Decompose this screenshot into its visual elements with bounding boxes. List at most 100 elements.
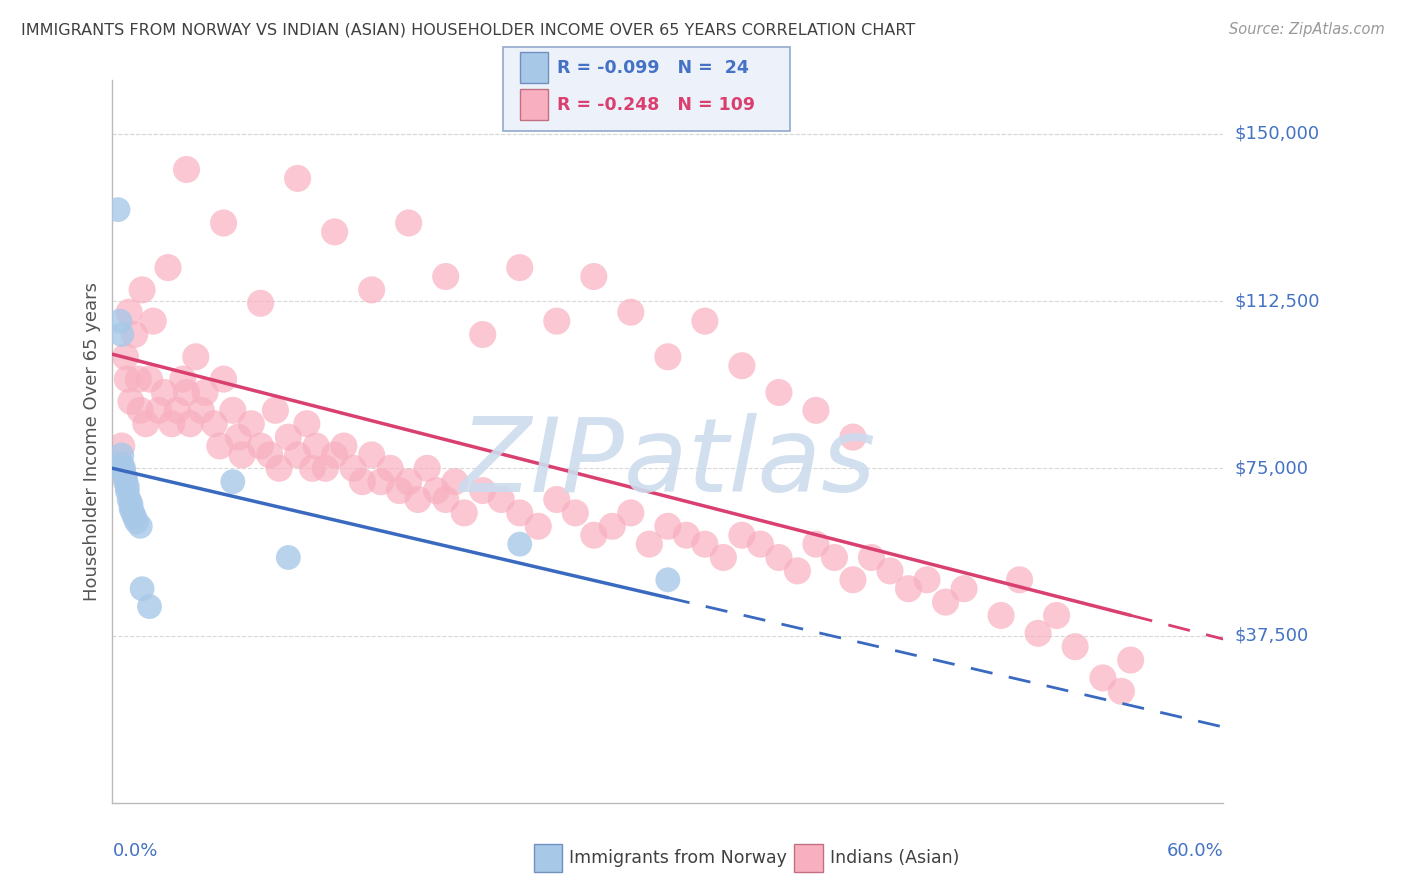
Point	[491, 492, 513, 507]
Point	[693, 537, 716, 551]
Point	[301, 461, 323, 475]
Text: R = -0.099   N =  24: R = -0.099 N = 24	[557, 59, 748, 77]
Point	[713, 550, 735, 565]
Point	[333, 439, 356, 453]
Point	[231, 448, 253, 462]
Point	[228, 430, 250, 444]
Point	[564, 506, 586, 520]
Text: $150,000: $150,000	[1234, 125, 1319, 143]
Text: IMMIGRANTS FROM NORWAY VS INDIAN (ASIAN) HOUSEHOLDER INCOME OVER 65 YEARS CORREL: IMMIGRANTS FROM NORWAY VS INDIAN (ASIAN)…	[21, 22, 915, 37]
Point	[160, 417, 183, 431]
Point	[129, 519, 152, 533]
Point	[509, 506, 531, 520]
Point	[179, 417, 201, 431]
Point	[786, 564, 808, 578]
Point	[620, 305, 643, 319]
Point	[212, 372, 235, 386]
Point	[824, 550, 846, 565]
Point	[380, 461, 402, 475]
Point	[118, 492, 141, 507]
Point	[323, 225, 346, 239]
Point	[138, 372, 160, 386]
Point	[124, 510, 146, 524]
Point	[131, 582, 153, 596]
Point	[117, 483, 139, 498]
Point	[749, 537, 772, 551]
Point	[118, 305, 141, 319]
Point	[860, 550, 883, 565]
Point	[202, 417, 225, 431]
Point	[398, 475, 420, 489]
Point	[953, 582, 976, 596]
Text: 60.0%: 60.0%	[1167, 842, 1223, 860]
Point	[111, 327, 134, 342]
Point	[1008, 573, 1031, 587]
Point	[398, 216, 420, 230]
Point	[360, 283, 382, 297]
Point	[425, 483, 447, 498]
Point	[176, 162, 198, 177]
Point	[127, 372, 149, 386]
Point	[148, 403, 170, 417]
Point	[114, 470, 136, 484]
Point	[509, 537, 531, 551]
Point	[264, 403, 287, 417]
Point	[194, 385, 217, 400]
Point	[153, 385, 176, 400]
Point	[638, 537, 661, 551]
Point	[111, 439, 134, 453]
Point	[471, 327, 494, 342]
Point	[1045, 608, 1069, 623]
Point	[693, 314, 716, 328]
Text: $112,500: $112,500	[1234, 292, 1320, 310]
Point	[657, 519, 679, 533]
Point	[546, 492, 568, 507]
Point	[657, 573, 679, 587]
Point	[131, 283, 153, 297]
Point	[352, 475, 374, 489]
Point	[277, 430, 299, 444]
Point	[112, 461, 135, 475]
Point	[804, 403, 827, 417]
Point	[166, 403, 188, 417]
Point	[990, 608, 1012, 623]
Point	[125, 515, 148, 529]
Point	[768, 385, 790, 400]
Point	[249, 296, 271, 310]
Point	[157, 260, 180, 275]
Point	[1064, 640, 1087, 654]
Point	[120, 497, 142, 511]
Point	[471, 483, 494, 498]
Point	[176, 385, 198, 400]
Point	[305, 439, 328, 453]
Point	[111, 457, 134, 471]
Point	[527, 519, 550, 533]
Point	[509, 260, 531, 275]
Point	[675, 528, 697, 542]
Point	[406, 492, 429, 507]
Point	[107, 202, 129, 217]
Point	[935, 595, 957, 609]
Point	[108, 314, 131, 328]
Point	[1119, 653, 1142, 667]
Point	[124, 327, 146, 342]
Point	[295, 417, 318, 431]
Text: $37,500: $37,500	[1234, 626, 1309, 645]
Text: Indians (Asian): Indians (Asian)	[830, 849, 959, 867]
Point	[360, 448, 382, 462]
Point	[120, 394, 142, 409]
Text: $75,000: $75,000	[1234, 459, 1309, 477]
Text: ZIPatlas: ZIPatlas	[460, 413, 876, 513]
Point	[142, 314, 165, 328]
Point	[277, 550, 299, 565]
Point	[731, 528, 754, 542]
Point	[240, 417, 263, 431]
Point	[222, 475, 245, 489]
Y-axis label: Householder Income Over 65 years: Householder Income Over 65 years	[83, 282, 101, 601]
Point	[416, 461, 439, 475]
Point	[222, 403, 245, 417]
Point	[114, 350, 136, 364]
Point	[249, 439, 271, 453]
Point	[582, 269, 605, 284]
Point	[114, 475, 136, 489]
